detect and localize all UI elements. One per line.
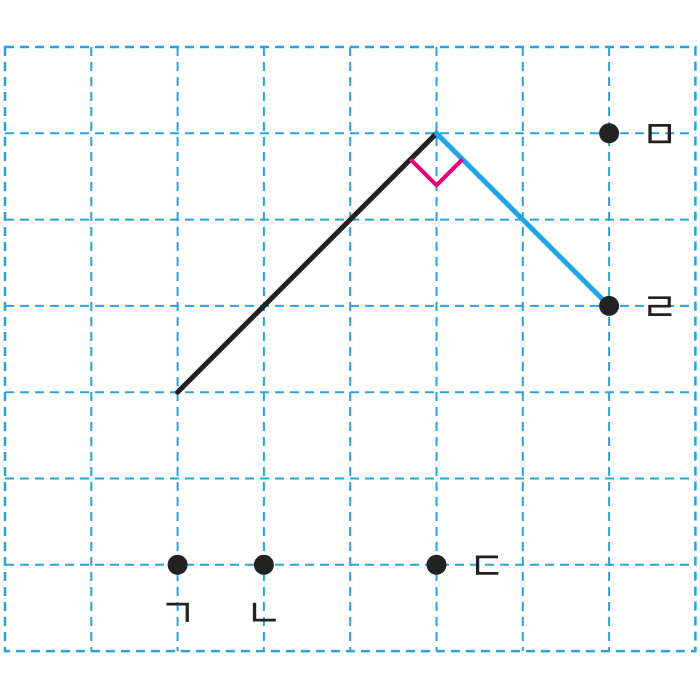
dashed-grid bbox=[3, 45, 697, 653]
point-dot[interactable] bbox=[253, 554, 274, 575]
point-dot[interactable] bbox=[599, 123, 620, 144]
point-dot[interactable] bbox=[426, 554, 447, 575]
right-angle-icon bbox=[409, 157, 464, 189]
point-dot[interactable] bbox=[599, 295, 620, 316]
line-segment-blue bbox=[434, 130, 612, 309]
point-item[interactable]: ㅁ bbox=[599, 112, 678, 158]
right-angle-mark bbox=[409, 157, 464, 189]
point-dot[interactable] bbox=[167, 554, 188, 575]
point-label: ㄱ bbox=[159, 591, 196, 637]
point-label: ㄴ bbox=[245, 591, 282, 637]
line-segment-black bbox=[175, 130, 439, 395]
points: ㄱ ㄴ ㄷ ㄹ ㅁ bbox=[159, 112, 678, 637]
point-item[interactable]: ㄷ bbox=[426, 544, 506, 590]
point-item[interactable]: ㄴ bbox=[245, 554, 282, 637]
point-label: ㄷ bbox=[469, 544, 506, 590]
point-label: ㅁ bbox=[641, 112, 678, 158]
point-item[interactable]: ㄱ bbox=[159, 554, 196, 637]
point-label: ㄹ bbox=[641, 285, 678, 331]
segments bbox=[175, 130, 612, 395]
point-item[interactable]: ㄹ bbox=[599, 285, 678, 331]
